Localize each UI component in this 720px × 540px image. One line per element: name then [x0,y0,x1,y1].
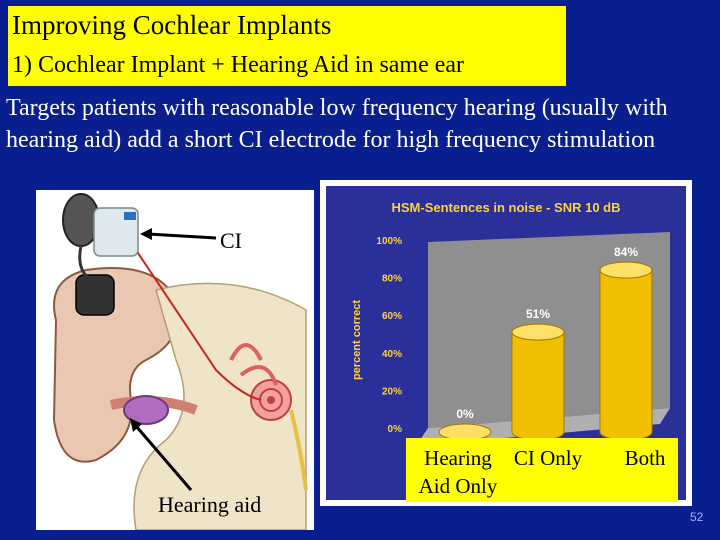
y-tick-label: 0% [388,424,403,435]
page-number: 52 [690,510,704,524]
label-hearing-aid: Hearing aid [158,492,262,517]
category-label: CI Only [513,446,583,470]
ear-illustration [36,190,314,530]
bars [438,261,653,441]
y-tick-label: 100% [376,236,402,247]
category-label-box [406,438,678,502]
category-label: Hearing Aid Only [418,446,498,498]
y-axis-ticks: 0% 20% 40% 60% 80% 100% [376,236,402,435]
y-tick-label: 60% [382,311,402,322]
title-box [8,6,566,86]
value-label: 84% [614,245,638,259]
chart-ylabel: percent correct [351,300,363,380]
label-ci: CI [220,228,242,253]
y-tick-label: 20% [382,386,402,397]
y-tick-label: 80% [382,274,402,285]
bar [599,261,653,441]
y-tick-label: 40% [382,349,402,360]
slide-subtitle: 1) Cochlear Implant + Hearing Aid in sam… [12,52,465,78]
value-labels: 0% 51% 84% [456,245,638,421]
body-text: Targets patients with reasonable low fre… [6,95,668,153]
value-label: 0% [456,407,474,421]
slide-title: Improving Cochlear Implants [12,10,332,40]
category-label: Both [624,446,666,470]
bar [511,323,565,441]
value-label: 51% [526,307,550,321]
chart-title: HSM-Sentences in noise - SNR 10 dB [392,200,621,215]
